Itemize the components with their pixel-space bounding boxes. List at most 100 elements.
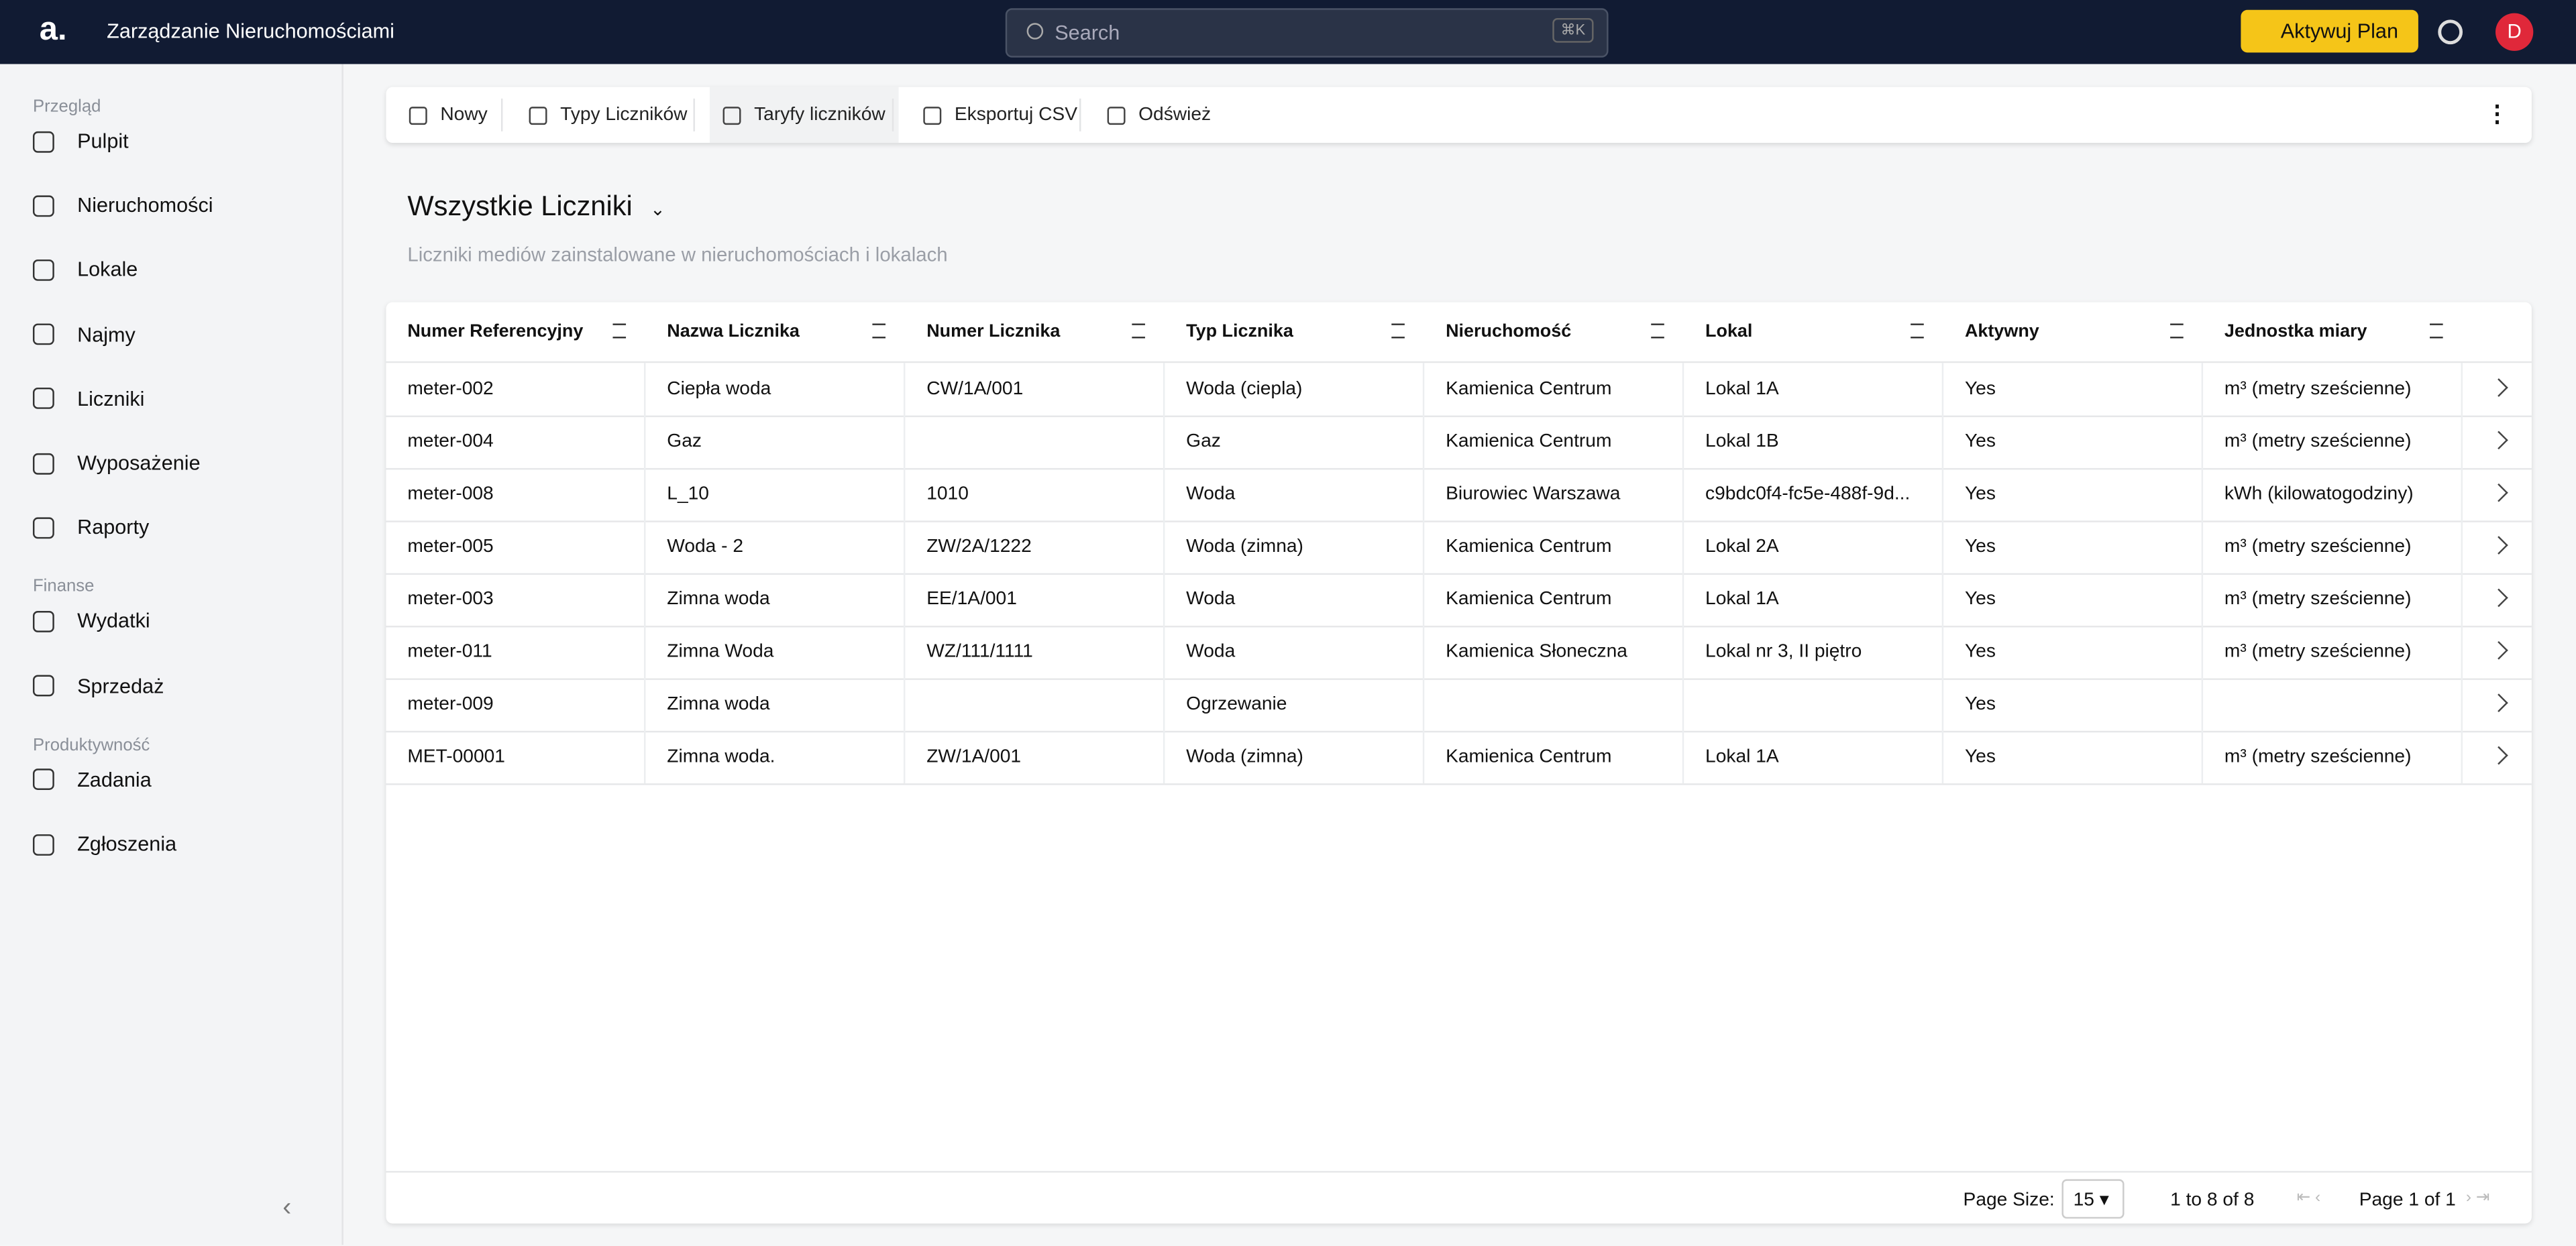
header-label: Numer Referencyjny [407,322,584,342]
top-bar: a. Zarządzanie Nieruchomościami Search ⌘… [0,0,2576,64]
button-icon [1107,105,1126,124]
nav-item[interactable]: Zadania [32,769,152,791]
table-row[interactable]: MET-00001 Zimna woda. ZW/1A/001 Woda (zimna… [386,730,2532,785]
nav-item[interactable]: Zgłoszenia [32,833,176,856]
page-title[interactable]: Wszystkie Liczniki ⌄ [407,190,665,222]
nav-icon [32,516,54,539]
table-cell: Biurowiec Warszawa [1424,467,1684,521]
table-cell: meter-005 [386,520,646,573]
settings-icon[interactable] [2438,19,2463,45]
nav-item[interactable]: Raporty [32,516,149,539]
nav-item[interactable]: Sprzedaż [32,674,164,697]
table-cell: Kamienica Centrum [1424,363,1684,416]
search-icon [1026,23,1044,40]
table-cell: Zimna woda [645,678,906,731]
toolbar-button[interactable]: Taryfy liczników [709,87,899,144]
table-cell: Ciepła woda [645,363,906,416]
table-cell: Zimna woda [645,573,906,626]
row-chevron[interactable] [2489,588,2508,608]
nav-first-prev[interactable]: ⇤ ‹ [2296,1189,2321,1208]
table-cell: Woda [1165,626,1425,679]
row-chevron[interactable] [2489,746,2508,765]
table-row[interactable]: meter-008 L_10 1010 Woda Biurowiec Warszawa c… [386,467,2532,522]
filter-icon[interactable] [2430,323,2443,339]
nav-item[interactable]: Pulpit [32,129,129,153]
more-menu[interactable]: ⋮ [2485,100,2509,127]
filter-icon[interactable] [612,323,627,339]
button-label: Typy Liczników [560,105,688,125]
table-cell: WZ/111/1111 [905,626,1165,679]
button-icon [409,105,427,124]
column-header[interactable]: Aktywny [1943,302,2203,361]
toolbar-button[interactable]: Nowy [409,87,488,143]
toolbar-button[interactable]: Odśwież [1107,87,1211,143]
filter-icon[interactable] [1391,323,1405,339]
sidebar: ‹ Przegląd Pulpit Nieruchomości Lokale Najmy… [0,64,343,1245]
table-cell: meter-008 [386,467,646,521]
nav-item[interactable]: Liczniki [32,387,145,410]
table-cell: meter-002 [386,363,646,416]
filter-icon[interactable] [1911,323,1924,339]
table-cell: CW/1A/001 [905,363,1165,416]
logo[interactable]: a. [39,11,67,48]
page-size-select[interactable]: 15 ▾ [2061,1179,2125,1219]
column-header[interactable]: Lokal [1684,302,1943,361]
column-header[interactable]: Nazwa Licznika [645,302,905,361]
table-cell: Lokal 1A [1684,363,1944,416]
table-row[interactable]: meter-002 Ciepła woda CW/1A/001 Woda (ciepl… [386,363,2532,418]
header-label: Numer Licznika [926,322,1061,342]
nav-item[interactable]: Lokale [32,258,138,282]
search-box[interactable]: Search ⌘K [1005,8,1609,58]
table-cell [905,415,1165,468]
nav-icon [32,610,54,632]
filter-icon[interactable] [872,323,886,339]
column-header[interactable]: Jednostka miary [2203,302,2463,361]
table-cell: m³ (metry sześcienne) [2203,573,2463,626]
table-row[interactable]: meter-009 Zimna woda Ogrzewanie Yes [386,678,2532,733]
row-chevron[interactable] [2489,483,2508,502]
filter-icon[interactable] [1132,323,1145,339]
table-cell: Kamienica Centrum [1424,573,1684,626]
toolbar-button[interactable]: Eksportuj CSV [923,87,1077,143]
nav-label: Sprzedaż [77,674,164,697]
nav-item[interactable]: Wydatki [32,610,150,633]
toolbar-button[interactable]: Typy Liczników [529,87,688,143]
column-header[interactable]: Nieruchomość [1424,302,1684,361]
data-table: Page Size: 15 ▾ 1 to 8 of 8 ⇤ ‹ Page 1 o… [386,302,2532,1224]
table-cell [2203,678,2463,731]
table-cell: Zimna Woda [645,626,906,679]
section-title: Finanse [32,577,95,597]
table-row[interactable]: meter-004 Gaz Gaz Kamienica Centrum Lokal 1B… [386,415,2532,470]
filter-icon[interactable] [2170,323,2184,339]
nav-item[interactable]: Nieruchomości [32,194,213,217]
collapse-button[interactable]: ‹ [282,1194,292,1223]
header-label: Jednostka miary [2224,322,2367,342]
row-chevron[interactable] [2489,640,2508,660]
table-cell: m³ (metry sześcienne) [2203,415,2463,468]
column-header[interactable]: Typ Licznika [1165,302,1424,361]
column-header[interactable]: Numer Referencyjny [386,302,646,361]
table-row[interactable]: meter-005 Woda - 2 ZW/2A/1222 Woda (zimna) K… [386,520,2532,575]
page-subtitle: Liczniki mediów zainstalowane w nierucho… [407,243,948,266]
nav-item[interactable]: Wyposażenie [32,451,201,475]
nav-icon [32,769,54,791]
upgrade-button[interactable]: Aktywuj Plan [2241,9,2418,53]
row-chevron[interactable] [2489,431,2508,450]
table-cell: Lokal 2A [1684,520,1944,573]
row-chevron[interactable] [2489,536,2508,555]
table-cell: MET-00001 [386,730,646,784]
filter-icon[interactable] [1651,323,1664,339]
nav-item[interactable]: Najmy [32,323,136,346]
row-chevron[interactable] [2489,693,2508,713]
row-chevron[interactable] [2489,378,2508,397]
table-cell: Lokal nr 3, II piętro [1684,626,1944,679]
header-label: Nazwa Licznika [667,322,800,342]
table-cell: m³ (metry sześcienne) [2203,363,2463,416]
column-header[interactable]: Numer Licznika [905,302,1165,361]
table-cell: 1010 [905,467,1165,521]
nav-next-last[interactable]: › ⇥ [2465,1189,2490,1208]
table-row[interactable]: meter-011 Zimna Woda WZ/111/1111 Woda Kamien… [386,626,2532,680]
avatar[interactable]: D [2496,13,2534,51]
table-row[interactable]: meter-003 Zimna woda EE/1A/001 Woda Kamienic… [386,573,2532,628]
